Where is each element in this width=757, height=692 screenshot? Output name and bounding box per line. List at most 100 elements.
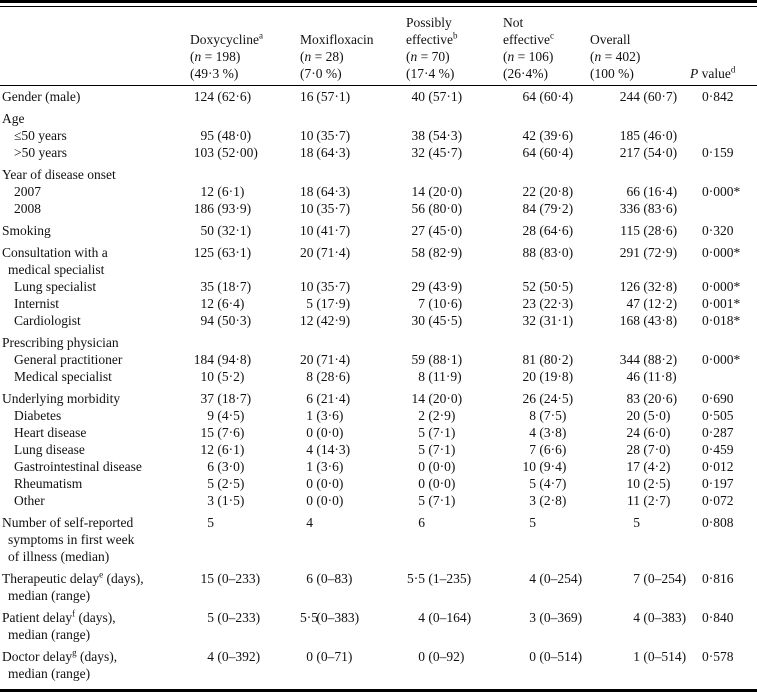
- row-label: Cardiologist: [14, 313, 81, 328]
- pvalue-cell: 0·808: [702, 515, 734, 530]
- column-header: Moxifloxacin (n = 28) (7·0 %): [300, 6, 406, 86]
- data-cell: 7 (10·6): [418, 296, 463, 311]
- row-label: Other: [14, 493, 45, 508]
- data-cell: 30 (45·5): [411, 313, 463, 328]
- data-cell: 64 (60·4): [522, 89, 574, 104]
- data-cell: 10 (2·5): [626, 476, 671, 491]
- table-row: Therapeutic delaye (days), median (range)…: [0, 565, 757, 604]
- column-header: Overall (n = 402) (100 %): [590, 6, 690, 86]
- table-row: Medical specialist 10 (5·2) 8 (28·6) 8 (11·…: [0, 368, 757, 385]
- data-cell: 32 (31·1): [522, 313, 574, 328]
- data-cell: 81 (80·2): [522, 352, 574, 367]
- data-cell: 20 (71·4): [300, 245, 351, 260]
- data-cell: 6 (3·0): [207, 459, 245, 474]
- table-row: Gender (male) 124 (62·6) 16 (57·1) 40 (57·1…: [0, 86, 757, 106]
- data-cell: [590, 329, 690, 351]
- data-cell: [300, 329, 406, 351]
- data-cell: 5 (7·1): [418, 442, 456, 457]
- data-cell: 83 (20·6): [626, 391, 678, 406]
- table-row: Lung disease 12 (6·1) 4 (14·3) 5 (7·1) 7 (6·…: [0, 441, 757, 458]
- data-cell: 5: [633, 515, 640, 530]
- row-label: Heart disease: [14, 425, 87, 440]
- pvalue-cell: 0·505: [702, 408, 734, 423]
- data-cell: 0 (0·0): [418, 459, 456, 474]
- data-cell: 184 (94·8): [193, 352, 252, 367]
- data-cell: 168 (43·8): [619, 313, 678, 328]
- table-row: Smoking 50 (32·1) 10 (41·7) 27 (45·0) 28 (64…: [0, 217, 757, 239]
- data-cell: [190, 329, 300, 351]
- data-cell: 6 (21·4): [306, 391, 351, 406]
- data-cell: 7 (6·6): [529, 442, 567, 457]
- table-row: General practitioner 184 (94·8) 20 (71·4) 5…: [0, 351, 757, 368]
- data-cell: 0 (0·0): [306, 476, 344, 491]
- data-cell: 17 (4·2): [626, 459, 671, 474]
- data-cell: 125 (63·1): [193, 245, 252, 260]
- data-cell: 5 (2·5): [207, 476, 245, 491]
- data-cell: 23 (22·3): [522, 296, 574, 311]
- data-cell: 29 (43·9): [411, 279, 463, 294]
- table-row: Diabetes 9 (4·5) 1 (3·6) 2 (2·9) 8 (7·5) 20 (…: [0, 407, 757, 424]
- pvalue-cell: 0·000*: [702, 279, 741, 294]
- data-cell: 15 (0–233): [200, 571, 261, 586]
- data-cell: 0 (0–71): [306, 649, 353, 664]
- data-cell: 64 (60·4): [522, 145, 574, 160]
- data-cell: [503, 329, 590, 351]
- data-cell: 4: [306, 515, 313, 530]
- row-label: General practitioner: [14, 352, 123, 367]
- data-cell: [406, 329, 503, 351]
- data-cell: 50 (32·1): [200, 223, 252, 238]
- data-cell: 115 (28·6): [620, 223, 678, 238]
- data-cell: 344 (88·2): [619, 352, 678, 367]
- data-cell: 5 (7·1): [418, 493, 456, 508]
- data-cell: 4 (14·3): [306, 442, 351, 457]
- data-cell: 4 (0–383): [633, 610, 687, 625]
- table-row: >50 years 103 (52·00) 18 (64·3) 32 (45·7) 64…: [0, 144, 757, 161]
- table-row: Consultation with a medical specialist 125…: [0, 239, 757, 278]
- pvalue-cell: [690, 368, 757, 385]
- table-row: Number of self-reported symptoms in first…: [0, 509, 757, 565]
- data-cell: 0 (0·0): [306, 425, 344, 440]
- column-header: Doxycyclinea (n = 198) (49·3 %): [190, 6, 300, 86]
- data-cell: 35 (18·7): [200, 279, 252, 294]
- data-cell: 12 (6·4): [200, 296, 245, 311]
- pvalue-cell: 0·578: [702, 649, 734, 664]
- row-label: Prescribing physician: [2, 335, 119, 350]
- data-cell: 6: [418, 515, 425, 530]
- data-cell: 18 (64·3): [300, 145, 351, 160]
- data-cell: 4 (0–254): [529, 571, 583, 586]
- pvalue-cell: 0·840: [702, 610, 734, 625]
- data-cell: 7 (0–254): [633, 571, 687, 586]
- data-cell: 3 (1·5): [207, 493, 245, 508]
- data-cell: 42 (39·6): [522, 128, 574, 143]
- row-label: Patient delayf (days), median (range): [2, 608, 116, 642]
- data-cell: [300, 161, 406, 183]
- pvalue-cell: 0·018*: [702, 313, 741, 328]
- table-row: Prescribing physician: [0, 329, 757, 351]
- data-cell: 59 (88·1): [411, 352, 463, 367]
- data-cell: 3 (2·8): [529, 493, 567, 508]
- data-cell: 84 (79·2): [522, 201, 574, 216]
- pvalue-cell: 0·000*: [702, 352, 741, 367]
- data-cell: 186 (93·9): [193, 201, 252, 216]
- data-cell: 14 (20·0): [411, 391, 463, 406]
- data-cell: 126 (32·8): [619, 279, 678, 294]
- data-cell: 5·5 (0–383): [300, 610, 360, 625]
- table-row: Underlying morbidity 37 (18·7) 6 (21·4) 14 …: [0, 385, 757, 407]
- pvalue-header: P valued: [690, 6, 757, 86]
- data-cell: 10 (35·7): [300, 128, 351, 143]
- data-cell: [406, 161, 503, 183]
- data-cell: 217 (54·0): [619, 145, 678, 160]
- data-cell: 5 (17·9): [306, 296, 351, 311]
- data-cell: 52 (50·5): [522, 279, 574, 294]
- data-cell: 16 (57·1): [300, 89, 351, 104]
- data-cell: 14 (20·0): [411, 184, 463, 199]
- row-label: Internist: [14, 296, 59, 311]
- data-cell: [190, 161, 300, 183]
- pvalue-cell: 0·012: [702, 459, 734, 474]
- pvalue-cell: 0·000*: [702, 245, 741, 260]
- data-cell: 12 (6·1): [200, 184, 245, 199]
- row-label: 2008: [14, 201, 41, 216]
- data-cell: 24 (6·0): [626, 425, 671, 440]
- table-row: Lung specialist 35 (18·7) 10 (35·7) 29 (43·…: [0, 278, 757, 295]
